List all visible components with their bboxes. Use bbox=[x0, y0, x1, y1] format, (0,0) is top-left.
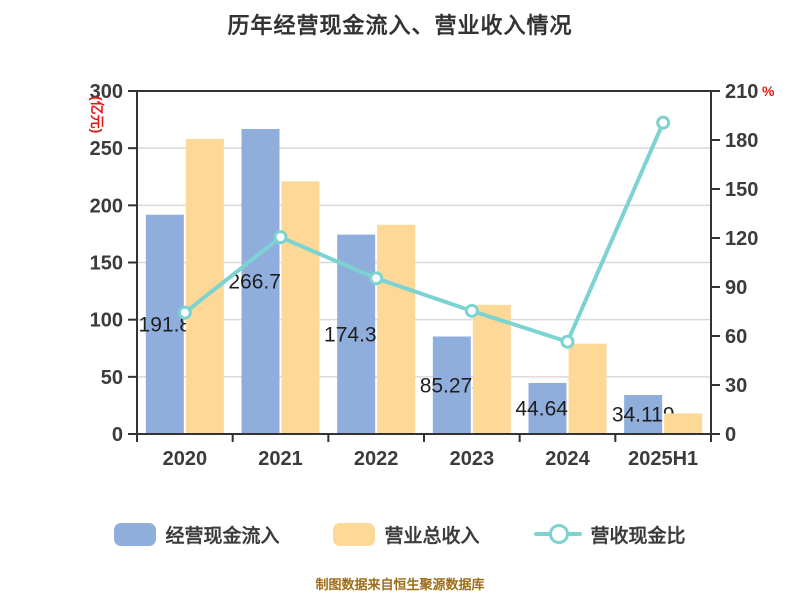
y-axis-right-label: 210 bbox=[725, 81, 758, 103]
legend-swatch-cash-inflow-icon bbox=[114, 522, 157, 546]
data-source-note: 制图数据来自恒生聚源数据库 bbox=[315, 577, 485, 592]
y-axis-left-label: 250 bbox=[90, 138, 123, 160]
y-axis-left-label: 300 bbox=[90, 81, 123, 103]
legend: 经营现金流入 营业总收入 营收现金比 bbox=[0, 514, 800, 554]
bar-cash-inflow bbox=[432, 336, 471, 434]
y-axis-right-label: 0 bbox=[725, 424, 736, 446]
bar-cash-inflow bbox=[624, 394, 663, 434]
y-axis-left-label: 0 bbox=[112, 424, 123, 446]
bar-cash-inflow bbox=[145, 214, 184, 434]
y-axis-right-label: 120 bbox=[725, 228, 758, 250]
x-axis-label: 2025H1 bbox=[628, 448, 698, 470]
y-axis-left-label: 150 bbox=[90, 253, 123, 275]
bar-total-revenue bbox=[281, 181, 320, 434]
bar-value-label: 266.77 bbox=[228, 270, 292, 293]
y-axis-right-label: 150 bbox=[725, 179, 758, 201]
bar-value-label: 44.649 bbox=[515, 397, 579, 420]
legend-item-cash-inflow: 经营现金流入 bbox=[114, 521, 279, 548]
legend-item-cash-revenue-ratio: 营收现金比 bbox=[533, 521, 686, 548]
x-axis-label: 2024 bbox=[545, 448, 590, 470]
chart-title: 历年经营现金流入、营业收入情况 bbox=[227, 13, 573, 38]
y-axis-right-label: 90 bbox=[725, 277, 747, 299]
y-axis-right-label: 60 bbox=[725, 326, 747, 348]
y-axis-right-label: 30 bbox=[725, 375, 747, 397]
bar-value-label: 174.39 bbox=[324, 323, 388, 346]
legend-item-total-revenue: 营业总收入 bbox=[333, 521, 480, 548]
bar-total-revenue bbox=[568, 343, 607, 434]
legend-swatch-total-revenue-icon bbox=[333, 522, 376, 546]
bar-total-revenue bbox=[664, 413, 703, 434]
bar-value-label: 85.274 bbox=[420, 374, 485, 397]
y-axis-right-label: 180 bbox=[725, 130, 758, 152]
bar-value-label: 191.8 bbox=[139, 313, 192, 336]
ratio-line-marker bbox=[560, 334, 575, 349]
x-axis-label: 2020 bbox=[163, 448, 208, 470]
x-axis-label: 2022 bbox=[354, 448, 399, 470]
ratio-line-marker bbox=[369, 271, 384, 286]
legend-line-marker-icon bbox=[533, 522, 582, 546]
left-axis-unit: (亿元) bbox=[89, 96, 105, 133]
ratio-line bbox=[182, 120, 666, 344]
legend-label-cash-revenue-ratio: 营收现金比 bbox=[590, 525, 686, 547]
y-axis-left-label: 50 bbox=[101, 367, 123, 389]
bar-cash-inflow bbox=[241, 128, 280, 434]
ratio-line-marker bbox=[273, 230, 288, 245]
ratio-line-marker bbox=[656, 115, 671, 130]
bar-value-label: 34.119 bbox=[612, 403, 675, 426]
y-axis-left-label: 100 bbox=[90, 310, 123, 332]
ratio-line-marker bbox=[177, 305, 192, 320]
right-axis-unit: % bbox=[762, 83, 775, 99]
legend-label-total-revenue: 营业总收入 bbox=[384, 525, 480, 547]
y-axis-left-label: 200 bbox=[90, 195, 123, 217]
legend-label-cash-inflow: 经营现金流入 bbox=[165, 525, 280, 547]
bar-total-revenue bbox=[377, 224, 416, 434]
bar-total-revenue bbox=[472, 304, 511, 434]
x-axis-label: 2021 bbox=[258, 448, 303, 470]
bar-cash-inflow bbox=[528, 382, 567, 434]
ratio-line-marker bbox=[464, 303, 479, 318]
x-axis-label: 2023 bbox=[450, 448, 495, 470]
